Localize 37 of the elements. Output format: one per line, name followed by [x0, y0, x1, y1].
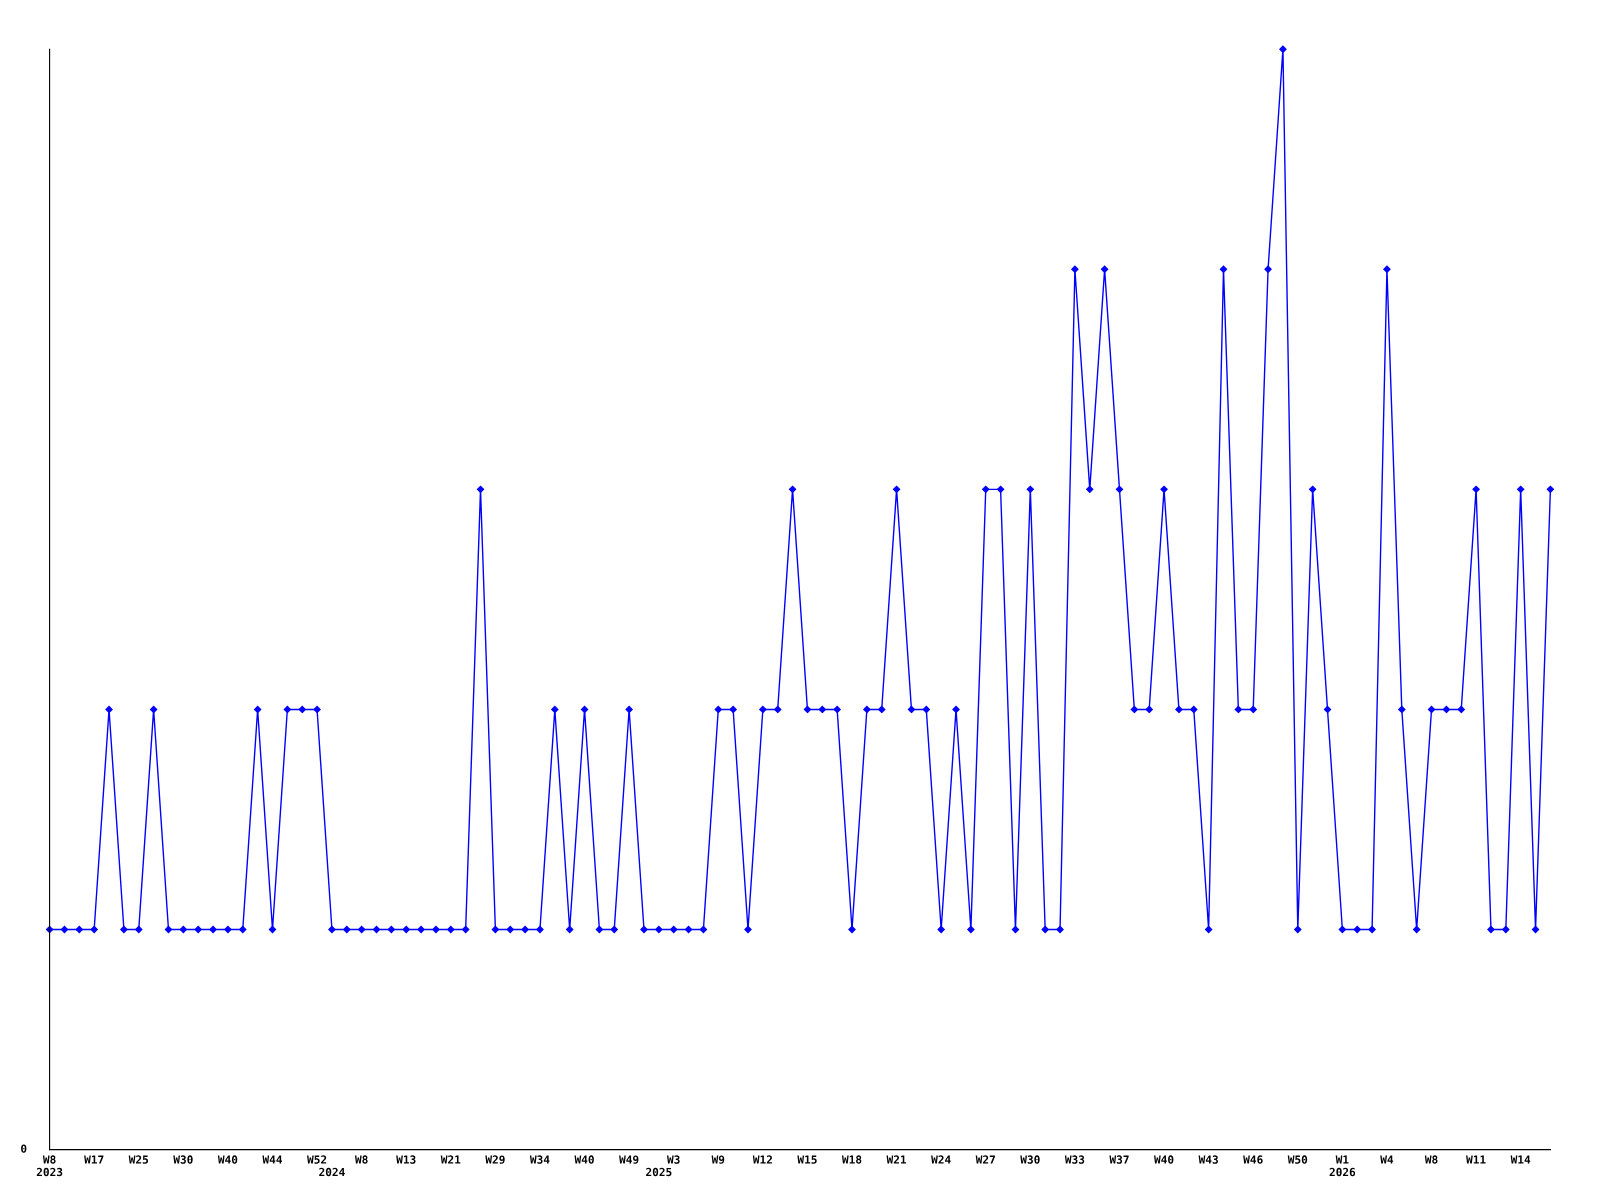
x-tick-label: W44 — [262, 1155, 283, 1164]
x-tick-label: W4 — [1380, 1155, 1394, 1164]
x-tick-label: W40 — [217, 1155, 238, 1164]
x-tick-label: W18 — [841, 1155, 862, 1164]
x-tick-label: W8 2023 — [36, 1155, 63, 1177]
x-tick-label: 2025 — [646, 1167, 672, 1177]
x-tick-label: W27 — [975, 1155, 995, 1164]
x-tick-label: W37 — [1109, 1155, 1129, 1164]
x-tick-label: W40 — [1154, 1155, 1174, 1164]
x-tick-label: W43 — [1198, 1155, 1218, 1164]
x-tick-label: W30 — [173, 1155, 193, 1164]
x-tick-label: W40 — [574, 1155, 594, 1164]
x-tick-label: 2024 — [319, 1167, 345, 1177]
x-tick-label: W49 — [619, 1155, 639, 1164]
x-tick-label: W33 — [1064, 1155, 1085, 1164]
x-tick-label: W12 — [752, 1155, 772, 1164]
x-tick-label: W9 — [711, 1155, 725, 1164]
x-tick-label: W21 — [886, 1155, 907, 1164]
x-tick-label: W1 2026 — [1329, 1155, 1356, 1177]
x-tick-label: W30 — [1020, 1155, 1040, 1164]
x-tick-label: W29 — [485, 1155, 505, 1164]
x-tick-label: W15 — [797, 1155, 817, 1164]
x-tick-label: W13 — [396, 1155, 416, 1164]
x-tick-label: W46 — [1243, 1155, 1263, 1164]
x-tick-label: W24 — [931, 1155, 951, 1164]
x-tick-label: W17 — [84, 1155, 104, 1164]
x-tick-label: W50 — [1287, 1155, 1308, 1164]
x-tick-label: W8 — [354, 1155, 368, 1164]
x-tick-label: W14 — [1510, 1155, 1531, 1164]
x-tick-label: W34 — [529, 1155, 550, 1164]
text: 0 — [21, 1144, 27, 1153]
x-tick-label: W25 — [128, 1155, 149, 1164]
x-tick-label: W8 — [1424, 1155, 1438, 1164]
x-tick-label: W52 — [307, 1155, 327, 1164]
x-tick-label: W11 — [1466, 1155, 1486, 1164]
x-tick-label: W21 — [440, 1155, 461, 1164]
x-tick-label: W3 — [667, 1155, 680, 1164]
